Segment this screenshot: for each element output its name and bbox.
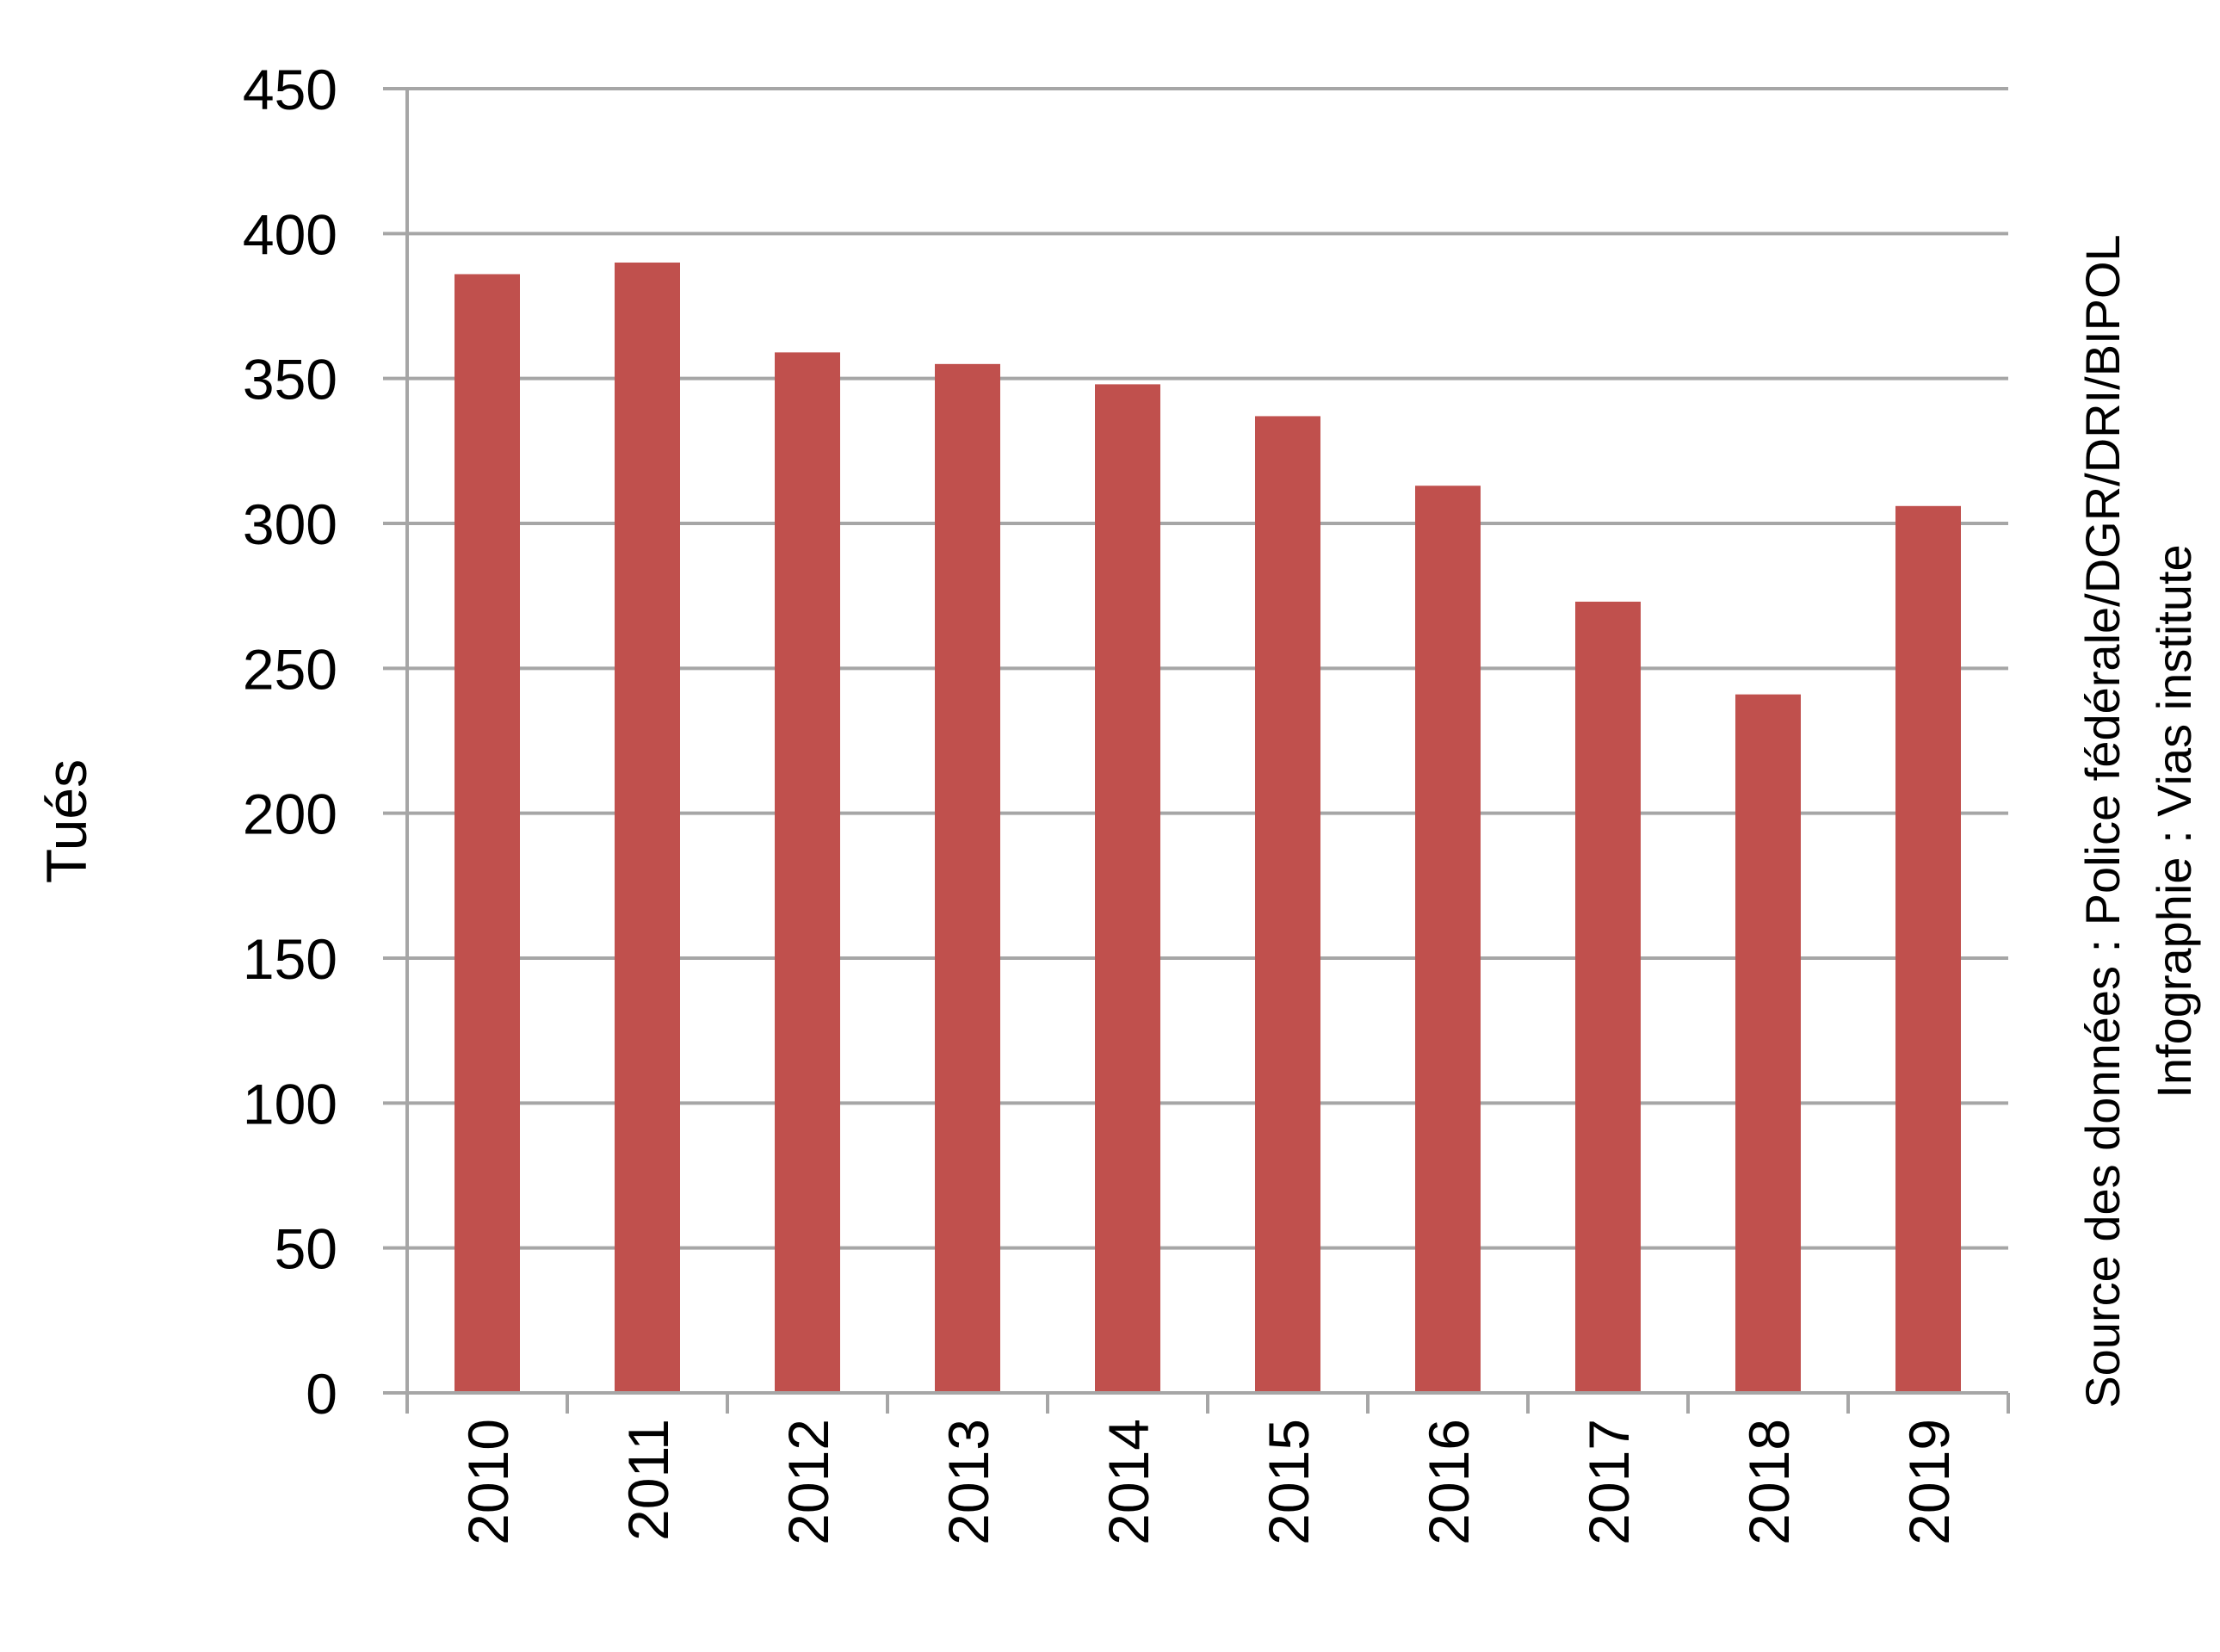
bar-2017: [1575, 601, 1641, 1393]
bar-2018: [1735, 694, 1801, 1393]
x-tick-label-2016: 2016: [1417, 1419, 1481, 1545]
x-tick-label-2012: 2012: [776, 1419, 840, 1545]
bar-2019: [1895, 505, 1961, 1393]
y-tick-label-350: 350: [243, 348, 337, 411]
y-tick-label-0: 0: [306, 1362, 337, 1426]
y-axis-title: Tués: [34, 759, 98, 883]
y-tick-label-100: 100: [243, 1072, 337, 1135]
y-tick-label-150: 150: [243, 927, 337, 991]
y-tick-label-400: 400: [243, 202, 337, 266]
x-tick-label-2019: 2019: [1897, 1419, 1961, 1545]
y-tick-label-450: 450: [243, 58, 337, 121]
x-tick-label-2011: 2011: [616, 1419, 680, 1541]
bar-2011: [615, 263, 680, 1393]
axes: [383, 87, 2010, 1414]
x-tick-label-2018: 2018: [1737, 1419, 1801, 1545]
y-tick-label-50: 50: [275, 1217, 337, 1281]
bar-2014: [1095, 384, 1160, 1393]
x-tick-label-2017: 2017: [1577, 1419, 1641, 1545]
bar-2016: [1415, 486, 1481, 1393]
bar-2010: [455, 274, 520, 1393]
bar-2012: [775, 352, 840, 1393]
bar-2015: [1255, 416, 1320, 1393]
source-note-line-1: Source des données : Police fédérale/DGR…: [2075, 234, 2130, 1408]
y-tick-label-250: 250: [243, 637, 337, 701]
x-tick-label-2010: 2010: [456, 1419, 520, 1545]
bar-2013: [935, 363, 1000, 1393]
y-tick-labels: 0 50 100 150 200 250 300 350 400 450: [243, 58, 337, 1426]
x-tick-label-2014: 2014: [1097, 1419, 1160, 1545]
x-tick-label-2013: 2013: [937, 1419, 1000, 1545]
x-tick-label-2015: 2015: [1257, 1419, 1320, 1545]
x-tick-labels: 2010 2011 2012 2013 2014 2015 2016 2017 2018 2019: [456, 1419, 1961, 1545]
y-tick-label-200: 200: [243, 783, 337, 846]
y-tick-label-300: 300: [243, 492, 337, 556]
source-note-line-2: Infographie : Vias institute: [2147, 544, 2201, 1098]
bars: [455, 263, 1961, 1393]
